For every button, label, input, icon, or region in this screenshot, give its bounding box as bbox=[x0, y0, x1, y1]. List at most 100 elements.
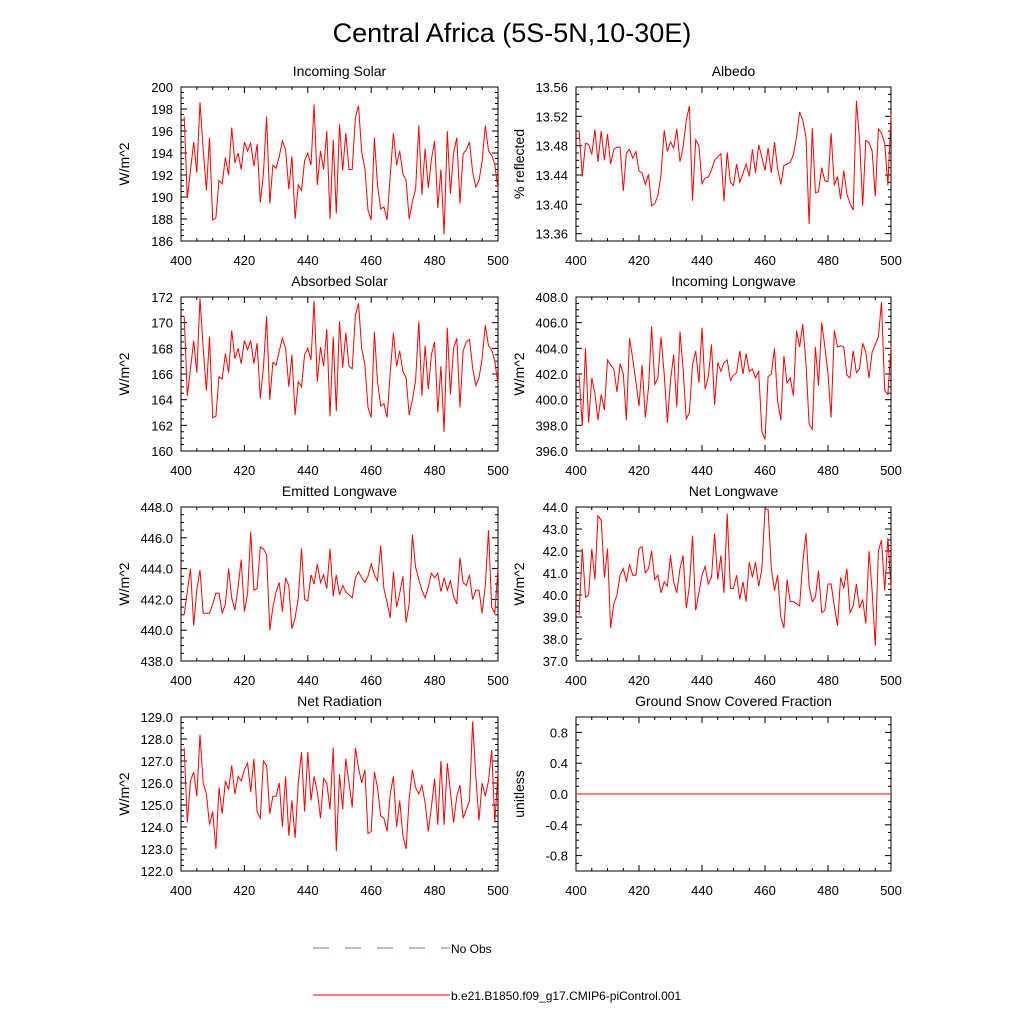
x-tick-label: 400 bbox=[565, 883, 587, 898]
legend: No Obs b.e21.B1850.f09_g17.CMIP6-piContr… bbox=[313, 942, 681, 1003]
y-axis-label: W/m^2 bbox=[116, 562, 132, 605]
y-axis-label: % reflected bbox=[511, 129, 527, 199]
series-line bbox=[578, 302, 892, 440]
y-tick-label: 446.0 bbox=[140, 531, 173, 546]
y-tick-label: 170 bbox=[151, 316, 173, 331]
x-tick-label: 440 bbox=[297, 673, 319, 688]
plot-frame bbox=[180, 296, 499, 452]
y-tick-label: 0.8 bbox=[550, 725, 568, 740]
y-tick-label: 124.0 bbox=[140, 820, 173, 835]
x-tick-label: 500 bbox=[880, 253, 902, 268]
y-tick-label: 13.44 bbox=[535, 168, 568, 183]
series-line bbox=[578, 100, 892, 225]
x-tick-label: 460 bbox=[360, 673, 382, 688]
y-tick-label: 0.0 bbox=[550, 787, 568, 802]
y-tick-label: 190 bbox=[151, 190, 173, 205]
x-tick-label: 500 bbox=[487, 883, 509, 898]
x-tick-label: 420 bbox=[628, 463, 650, 478]
y-tick-label: 444.0 bbox=[140, 562, 173, 577]
x-tick-label: 500 bbox=[880, 463, 902, 478]
y-tick-label: 126.0 bbox=[140, 776, 173, 791]
x-tick-label: 400 bbox=[170, 253, 192, 268]
x-tick-label: 480 bbox=[817, 673, 839, 688]
y-tick-label: 37.0 bbox=[543, 654, 568, 669]
y-tick-label: 43.0 bbox=[543, 522, 568, 537]
figure-title: Central Africa (5S-5N,10-30E) bbox=[333, 18, 692, 48]
y-axis-label: W/m^2 bbox=[511, 562, 527, 605]
y-tick-label: 408.0 bbox=[535, 290, 568, 305]
x-tick-label: 400 bbox=[565, 253, 587, 268]
x-tick-label: 500 bbox=[880, 883, 902, 898]
x-tick-label: 420 bbox=[234, 883, 256, 898]
x-tick-label: 460 bbox=[360, 253, 382, 268]
y-tick-label: 160 bbox=[151, 444, 173, 459]
panel-7: Net Radiation W/m^2 400 420 440 460 480 500 122.… bbox=[116, 693, 509, 898]
plot-frame bbox=[575, 506, 892, 662]
x-tick-label: 480 bbox=[424, 253, 446, 268]
legend-label-model: b.e21.B1850.f09_g17.CMIP6-piControl.001 bbox=[451, 989, 681, 1003]
y-tick-label: 122.0 bbox=[140, 864, 173, 879]
x-tick-label: 420 bbox=[628, 253, 650, 268]
x-tick-label: 400 bbox=[565, 673, 587, 688]
y-tick-label: 398.0 bbox=[535, 418, 568, 433]
x-tick-label: 420 bbox=[628, 883, 650, 898]
y-tick-label: 41.0 bbox=[543, 566, 568, 581]
y-tick-label: 448.0 bbox=[140, 500, 173, 515]
y-axis-label: W/m^2 bbox=[511, 352, 527, 395]
y-tick-label: 40.0 bbox=[543, 588, 568, 603]
panels: Incoming Solar W/m^2 400 420 440 460 480 500 186… bbox=[116, 63, 902, 898]
series-line bbox=[183, 721, 499, 852]
x-tick-label: 400 bbox=[170, 883, 192, 898]
x-tick-label: 400 bbox=[170, 463, 192, 478]
y-tick-label: -0.4 bbox=[546, 818, 568, 833]
y-tick-label: -0.8 bbox=[546, 849, 568, 864]
x-tick-label: 500 bbox=[487, 253, 509, 268]
x-tick-label: 420 bbox=[234, 673, 256, 688]
y-tick-label: 168 bbox=[151, 341, 173, 356]
y-tick-label: 127.0 bbox=[140, 754, 173, 769]
panel-title: Net Longwave bbox=[689, 483, 779, 499]
x-tick-label: 480 bbox=[817, 253, 839, 268]
y-tick-label: 13.52 bbox=[535, 109, 568, 124]
y-tick-label: 0.4 bbox=[550, 756, 568, 771]
x-tick-label: 480 bbox=[424, 463, 446, 478]
y-tick-label: 188 bbox=[151, 212, 173, 227]
panel-6: Net Longwave W/m^2 400 420 440 460 480 500 37.0 3… bbox=[511, 483, 902, 688]
x-tick-label: 440 bbox=[297, 463, 319, 478]
y-tick-label: 162 bbox=[151, 418, 173, 433]
y-tick-label: 44.0 bbox=[543, 500, 568, 515]
x-tick-label: 460 bbox=[754, 673, 776, 688]
y-tick-label: 164 bbox=[151, 393, 173, 408]
y-tick-label: 38.0 bbox=[543, 632, 568, 647]
y-axis-label: unitless bbox=[511, 770, 527, 817]
y-tick-label: 13.36 bbox=[535, 227, 568, 242]
y-tick-label: 192 bbox=[151, 168, 173, 183]
x-tick-label: 460 bbox=[754, 253, 776, 268]
x-tick-label: 460 bbox=[360, 883, 382, 898]
x-tick-label: 420 bbox=[234, 463, 256, 478]
plot-frame bbox=[575, 86, 892, 242]
y-tick-label: 129.0 bbox=[140, 710, 173, 725]
y-tick-label: 194 bbox=[151, 146, 173, 161]
y-axis-label: W/m^2 bbox=[116, 772, 132, 815]
y-axis-label: W/m^2 bbox=[116, 142, 132, 185]
y-axis-label: W/m^2 bbox=[116, 352, 132, 395]
panel-1: Incoming Solar W/m^2 400 420 440 460 480 500 186… bbox=[116, 63, 509, 268]
x-tick-label: 400 bbox=[170, 673, 192, 688]
y-tick-label: 13.56 bbox=[535, 80, 568, 95]
y-tick-label: 442.0 bbox=[140, 592, 173, 607]
panel-title: Absorbed Solar bbox=[291, 273, 388, 289]
x-tick-label: 480 bbox=[424, 673, 446, 688]
panel-2: Albedo % reflected 400 420 440 460 480 500 13.36… bbox=[511, 63, 902, 268]
panel-title: Incoming Longwave bbox=[671, 273, 796, 289]
y-tick-label: 186 bbox=[151, 234, 173, 249]
panel-3: Absorbed Solar W/m^2 400 420 440 460 480 500 160… bbox=[116, 273, 509, 478]
series-line bbox=[183, 298, 499, 432]
y-tick-label: 200 bbox=[151, 80, 173, 95]
x-tick-label: 440 bbox=[297, 253, 319, 268]
panel-title: Albedo bbox=[712, 63, 756, 79]
x-tick-label: 480 bbox=[424, 883, 446, 898]
y-tick-label: 166 bbox=[151, 367, 173, 382]
y-tick-label: 123.0 bbox=[140, 842, 173, 857]
